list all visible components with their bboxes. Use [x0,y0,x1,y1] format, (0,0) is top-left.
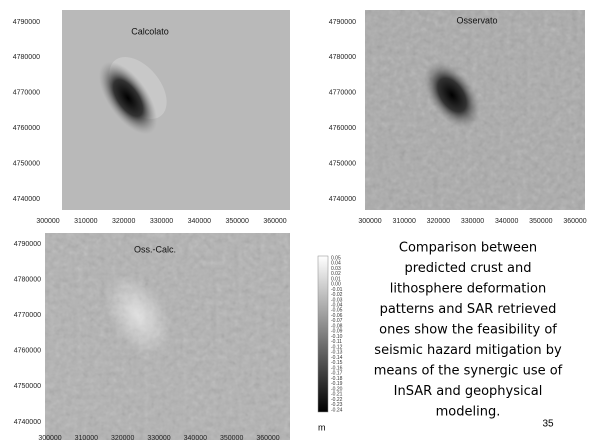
body-text: predicted crust and [405,261,532,276]
body-text: seismic hazard mitigation by [374,343,562,358]
body-text: patterns and SAR retrieved [380,302,557,317]
x-tick-label: 330000 [150,218,173,225]
colorbar [318,256,328,412]
y-tick-label: 4740000 [14,419,41,426]
body-text: Comparison between [399,241,537,256]
body-text: ones show the feasibility of [379,323,557,338]
y-tick-label: 4770000 [14,312,41,319]
y-tick-label: 4750000 [14,383,41,390]
x-tick-label: 340000 [188,218,211,225]
x-tick-label: 320000 [112,218,135,225]
y-tick-label: 4790000 [13,19,40,26]
y-tick-label: 4780000 [13,54,40,61]
colorbar-unit: m [318,422,326,432]
body-text: InSAR and geophysical [394,384,543,399]
y-tick-label: 4750000 [329,160,356,167]
y-tick-label: 4760000 [329,125,356,132]
panel-title: Calcolato [131,26,169,36]
y-tick-label: 4780000 [14,276,41,283]
body-text: lithosphere deformation [390,282,546,297]
x-tick-label: 310000 [75,435,98,442]
x-tick-label: 350000 [220,435,243,442]
x-tick-label: 340000 [184,435,207,442]
body-text: means of the synergic use of [374,364,563,379]
x-tick-label: 320000 [427,218,450,225]
x-tick-label: 320000 [111,435,134,442]
x-tick-label: 360000 [256,435,279,442]
page-number: 35 [542,419,554,430]
y-tick-label: 4760000 [14,348,41,355]
y-tick-label: 4750000 [13,160,40,167]
y-tick-label: 4780000 [329,54,356,61]
y-tick-label: 4790000 [329,19,356,26]
x-tick-label: 310000 [392,218,415,225]
x-tick-label: 300000 [358,218,381,225]
slide: m 35 Calcolato 300000 310000 320000 330000 34… [0,0,589,443]
x-tick-label: 360000 [263,218,286,225]
x-tick-label: 300000 [36,218,59,225]
colorbar-label: -0.24 [331,407,343,413]
x-tick-label: 340000 [495,218,518,225]
x-tick-label: 310000 [74,218,97,225]
x-tick-label: 330000 [461,218,484,225]
y-tick-label: 4740000 [329,196,356,203]
y-tick-label: 4740000 [13,196,40,203]
y-tick-label: 4760000 [13,125,40,132]
x-tick-label: 350000 [225,218,248,225]
x-tick-label: 300000 [38,435,61,442]
body-text: modeling. [436,405,501,420]
panel-title: Osservato [456,15,497,25]
y-tick-label: 4770000 [13,90,40,97]
panel-title: Oss.-Calc. [134,244,176,254]
x-tick-label: 360000 [563,218,586,225]
x-tick-label: 350000 [529,218,552,225]
x-tick-label: 330000 [147,435,170,442]
y-tick-label: 4790000 [14,241,41,248]
map-image [62,10,290,210]
y-tick-label: 4770000 [329,90,356,97]
